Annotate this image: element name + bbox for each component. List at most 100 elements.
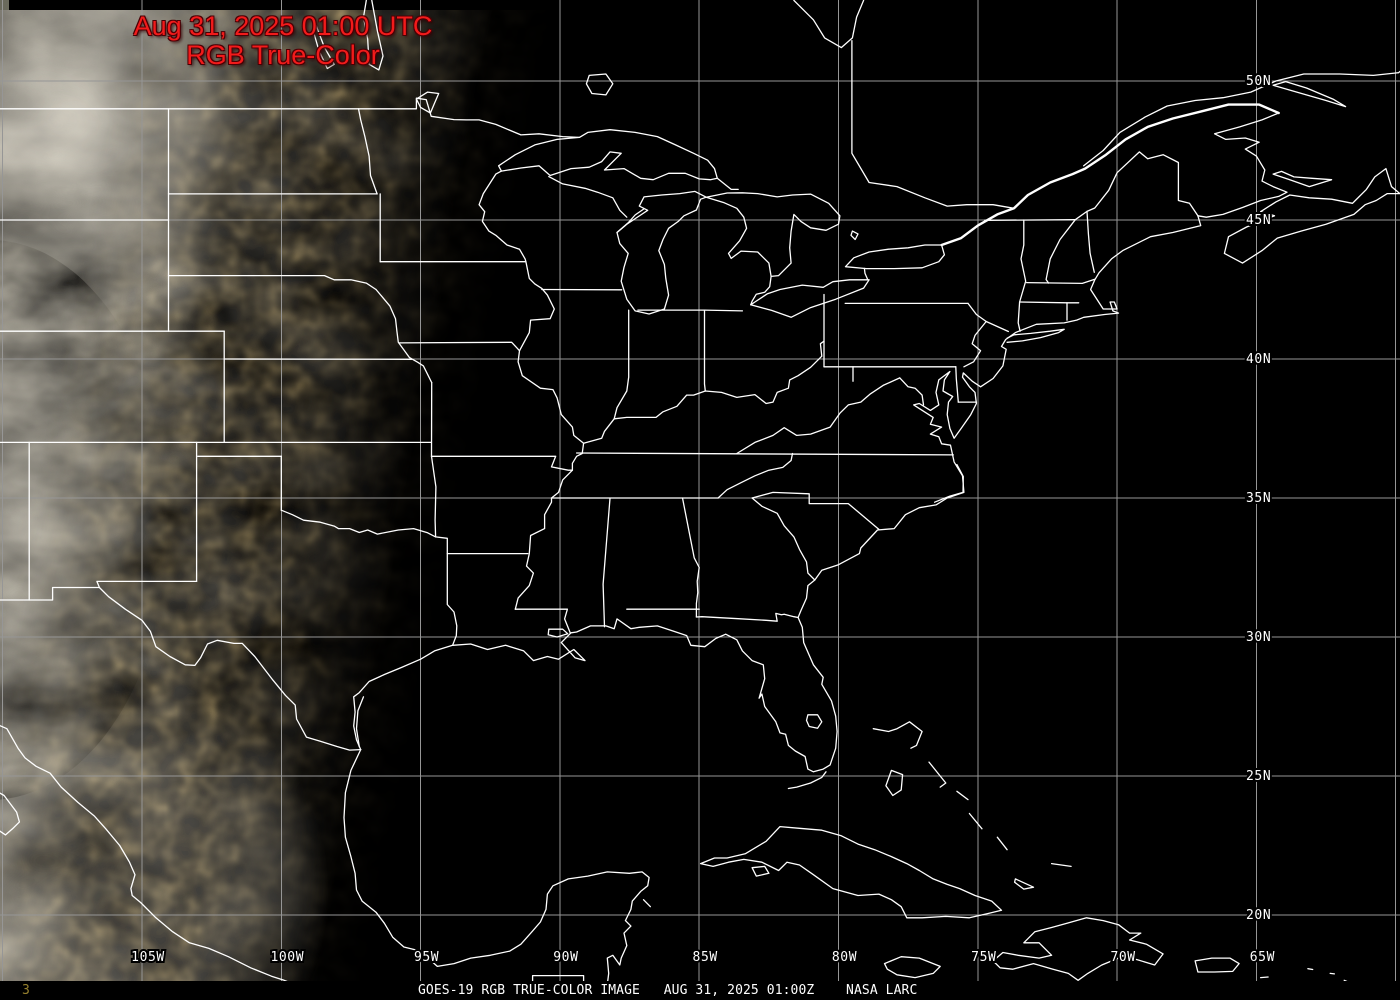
lat-label: 20N [1246,908,1271,923]
potomac-river [899,377,925,406]
ny-east-border [1017,219,1027,332]
il-in-wabash [613,309,630,420]
lon-label: 90W [553,950,578,965]
lat-label: 50N [1246,74,1271,89]
niagara-river [863,267,869,281]
top-left-edge-artifact [0,0,9,10]
savannah-river [751,497,816,581]
product-title: Aug 31, 2025 01:00 UTC RGB True-Color [103,12,463,70]
lon-label: 65W [1250,950,1275,965]
atlantic-gulf-coast [353,215,1202,773]
title-timestamp: Aug 31, 2025 01:00 UTC [133,11,433,41]
lake-superior [497,129,718,181]
florida-keys [787,771,827,790]
lake-simcoe [850,230,859,241]
lake-manitoba [312,24,335,70]
lat-label: 30N [1246,630,1271,645]
eleuthera [928,761,947,788]
mexico-pacific-coast [0,724,296,986]
title-product-name: RGB True-Color [186,40,380,70]
nh-me-border [1086,210,1095,273]
outer-banks [933,463,964,503]
top-edge-strip [9,0,1400,10]
mississippi-lower [514,442,585,610]
caicos [1050,862,1072,868]
virgin-islands [1255,960,1265,963]
maine-canada-border [1074,151,1199,221]
in-oh-border [703,309,706,392]
ohio-river [582,340,825,444]
ny-nj-border [985,320,1010,333]
hispaniola [992,917,1164,981]
lon-label: 85W [693,950,718,965]
ky-tn-va-nc-36n [575,452,954,456]
sd-ne-border [167,274,377,291]
delaware-river [963,302,987,368]
red-river-north [357,108,378,195]
va-ky-wv-border [736,377,901,455]
vt-nh-border [1045,219,1076,284]
ms-al-border [602,497,611,628]
lat-label: 45N [1246,213,1271,228]
baja-tip [0,792,21,836]
st-lawrence-river [940,103,1280,247]
lake-erie [750,279,870,318]
cozumel [642,899,652,908]
isla-juventud [751,865,770,877]
cuba [699,825,1003,919]
great-inagua [1013,878,1035,890]
lon-label: 75W [971,950,996,965]
lat-label: 35N [1246,491,1271,506]
mississippi-upper [478,170,585,444]
estuary-north-shore [1083,70,1400,167]
grid-labels: 105W 100W 95W 90W 85W 80W 75W 70W 65W 50N 45N 40N 35… [129,72,1276,967]
st-barts-saba [1329,972,1336,975]
cloud-field [0,0,620,1000]
jamaica [883,956,941,979]
gaspe-new-brunswick [1197,112,1288,218]
red-river-tx [280,509,437,538]
andros [885,769,904,797]
caption-text: GOES-19 RGB TRUE-COLOR IMAGE AUG 31, 202… [418,983,918,998]
nm-mexico-border [28,586,101,601]
nc-sc-border [751,491,880,531]
caption-bar: 3 GOES-19 RGB TRUE-COLOR IMAGE AUG 31, 2… [0,981,1400,1000]
lake-michigan [616,190,707,315]
lon-label: 105W [131,950,165,965]
de-west-border [955,366,959,403]
st-marys-river [716,177,739,191]
ia-mo-border [398,341,521,352]
lon-label: 80W [832,950,857,965]
lake-pontchartrain [547,628,569,638]
ma-north-border [1025,278,1096,285]
mexico-gulf-yucatan-coast [343,748,650,986]
anticosti-island [1272,80,1347,108]
lake-nipigon [585,73,614,96]
nm-tx-32n [96,580,198,589]
lat-label: 40N [1246,352,1271,367]
lake-huron-georgian [705,192,841,306]
wi-mi-border [548,175,628,218]
canada-border-49n [0,97,581,139]
acklins [996,836,1008,851]
yucatan-guatemala-border [531,974,585,986]
la-ms-border [514,608,571,634]
long-island-ny [1006,328,1065,343]
tn-nc-border [717,452,794,499]
texas-barrier-island [355,696,365,748]
green-bay-shore [616,208,645,234]
missouri-river [375,288,433,384]
rio-grande [98,586,362,751]
lon-label: 95W [414,950,439,965]
st-croix [1259,976,1269,979]
long-island-bahamas [968,812,983,830]
prince-edward-island [1272,170,1333,188]
james-bay [793,0,865,49]
puerto-rico [1194,957,1240,973]
frame-number: 3 [22,983,30,998]
fl-ga-border [695,612,799,622]
